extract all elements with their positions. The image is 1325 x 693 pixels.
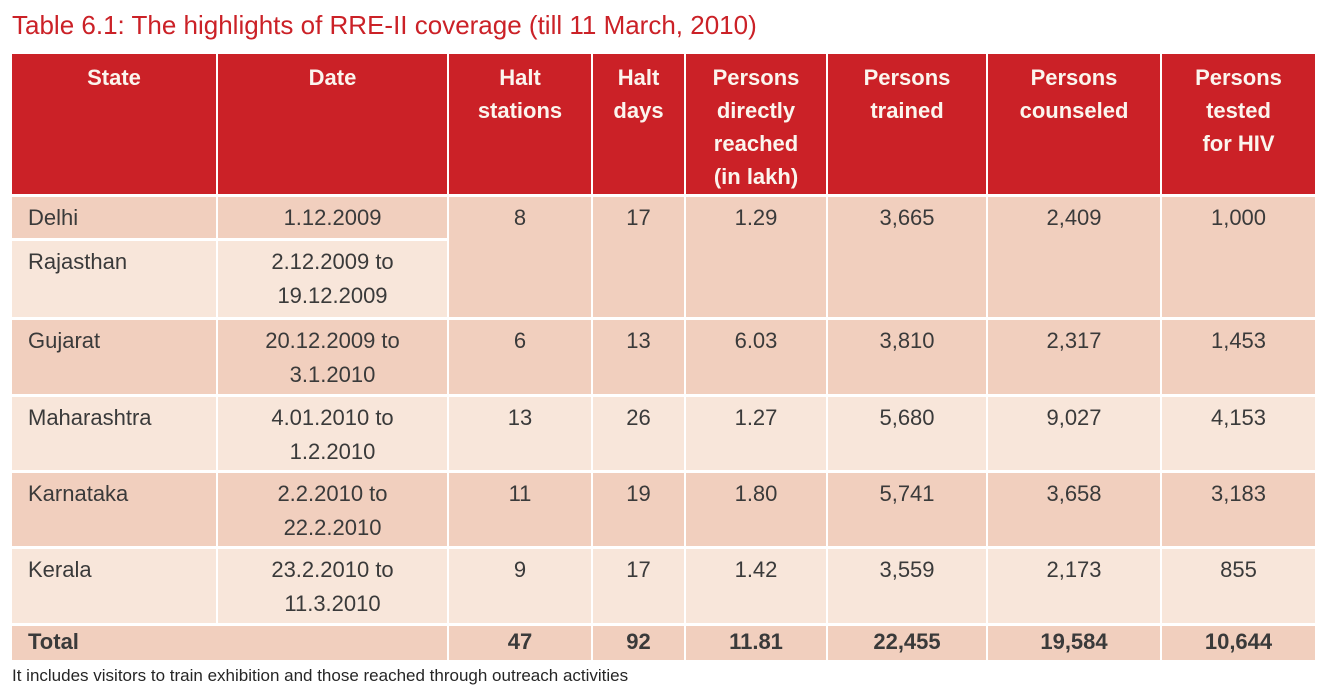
cell-total-persons-trained: 22,455 [826,622,988,663]
cell-date: 2.12.2009 to 19.12.2009 [216,238,449,320]
coverage-table: State Date Halt stations Halt days Perso… [10,51,1317,663]
cell-state: Maharashtra [10,393,218,474]
cell-persons-counseled: 2,317 [986,317,1162,397]
cell-date: 2.2.2010 to 22.2.2010 [216,470,449,550]
col-header-persons-counseled: Persons counseled [986,51,1162,197]
cell-persons-counseled: 3,658 [986,470,1162,550]
cell-persons-counseled: 2,173 [986,546,1162,626]
cell-total-persons-directly-reached: 11.81 [684,622,828,663]
col-header-halt-stations: Halt stations [447,51,593,197]
cell-total-halt-stations: 47 [447,622,593,663]
cell-total-halt-days: 92 [591,622,686,663]
cell-halt-days: 19 [591,470,686,550]
cell-state: Gujarat [10,317,218,397]
cell-total-label: Total [10,622,449,663]
col-header-date: Date [216,51,449,197]
col-header-persons-directly-reached: Persons directly reached (in lakh) [684,51,828,197]
cell-date: 20.12.2009 to 3.1.2010 [216,317,449,397]
header-row: State Date Halt stations Halt days Perso… [10,51,1317,197]
cell-persons-trained: 5,680 [826,393,988,474]
cell-persons-counseled: 2,409 [986,194,1162,320]
footnote: It includes visitors to train exhibition… [12,665,629,685]
cell-halt-stations: 8 [447,194,593,320]
cell-halt-days: 13 [591,317,686,397]
cell-state: Rajasthan [10,238,218,320]
col-header-state: State [10,51,218,197]
table-row-delhi: Delhi 1.12.2009 8 17 1.29 3,665 2,409 1,… [10,194,1317,320]
cell-halt-stations: 11 [447,470,593,550]
table-row-gujarat: Gujarat 20.12.2009 to 3.1.2010 6 13 6.03… [10,317,1317,397]
table-row-kerala: Kerala 23.2.2010 to 11.3.2010 9 17 1.42 … [10,546,1317,626]
cell-persons-trained: 5,741 [826,470,988,550]
cell-persons-trained: 3,665 [826,194,988,320]
cell-halt-stations: 9 [447,546,593,626]
cell-total-persons-counseled: 19,584 [986,622,1162,663]
cell-state: Karnataka [10,470,218,550]
cell-persons-directly-reached: 1.29 [684,194,828,320]
cell-total-persons-tested-hiv: 10,644 [1160,622,1317,663]
cell-persons-directly-reached: 6.03 [684,317,828,397]
cell-persons-directly-reached: 1.80 [684,470,828,550]
table-title: Table 6.1: The highlights of RRE-II cove… [12,10,757,40]
cell-persons-counseled: 9,027 [986,393,1162,474]
cell-date: 1.12.2009 [216,194,449,241]
table-row-total: Total 47 92 11.81 22,455 19,584 10,644 [10,622,1317,663]
cell-date: 4.01.2010 to 1.2.2010 [216,393,449,474]
cell-persons-tested-hiv: 1,000 [1160,194,1317,320]
col-header-persons-tested-hiv: Persons tested for HIV [1160,51,1317,197]
cell-persons-tested-hiv: 4,153 [1160,393,1317,474]
col-header-halt-days: Halt days [591,51,686,197]
table-row-rajasthan: Rajasthan 2.12.2009 to 19.12.2009 [10,238,1316,320]
cell-halt-days: 26 [591,393,686,474]
cell-persons-tested-hiv: 3,183 [1160,470,1317,550]
cell-date: 23.2.2010 to 11.3.2010 [216,546,449,626]
cell-persons-directly-reached: 1.27 [684,393,828,474]
table-row-maharashtra: Maharashtra 4.01.2010 to 1.2.2010 13 26 … [10,393,1317,474]
cell-persons-trained: 3,810 [826,317,988,397]
table-row-karnataka: Karnataka 2.2.2010 to 22.2.2010 11 19 1.… [10,470,1317,550]
cell-persons-trained: 3,559 [826,546,988,626]
cell-halt-stations: 13 [447,393,593,474]
cell-state: Kerala [10,546,218,626]
cell-halt-stations: 6 [447,317,593,397]
cell-persons-tested-hiv: 855 [1160,546,1317,626]
cell-persons-directly-reached: 1.42 [684,546,828,626]
cell-halt-days: 17 [591,546,686,626]
col-header-persons-trained: Persons trained [826,51,988,197]
cell-persons-tested-hiv: 1,453 [1160,317,1317,397]
cell-state: Delhi [10,194,218,241]
cell-halt-days: 17 [591,194,686,320]
